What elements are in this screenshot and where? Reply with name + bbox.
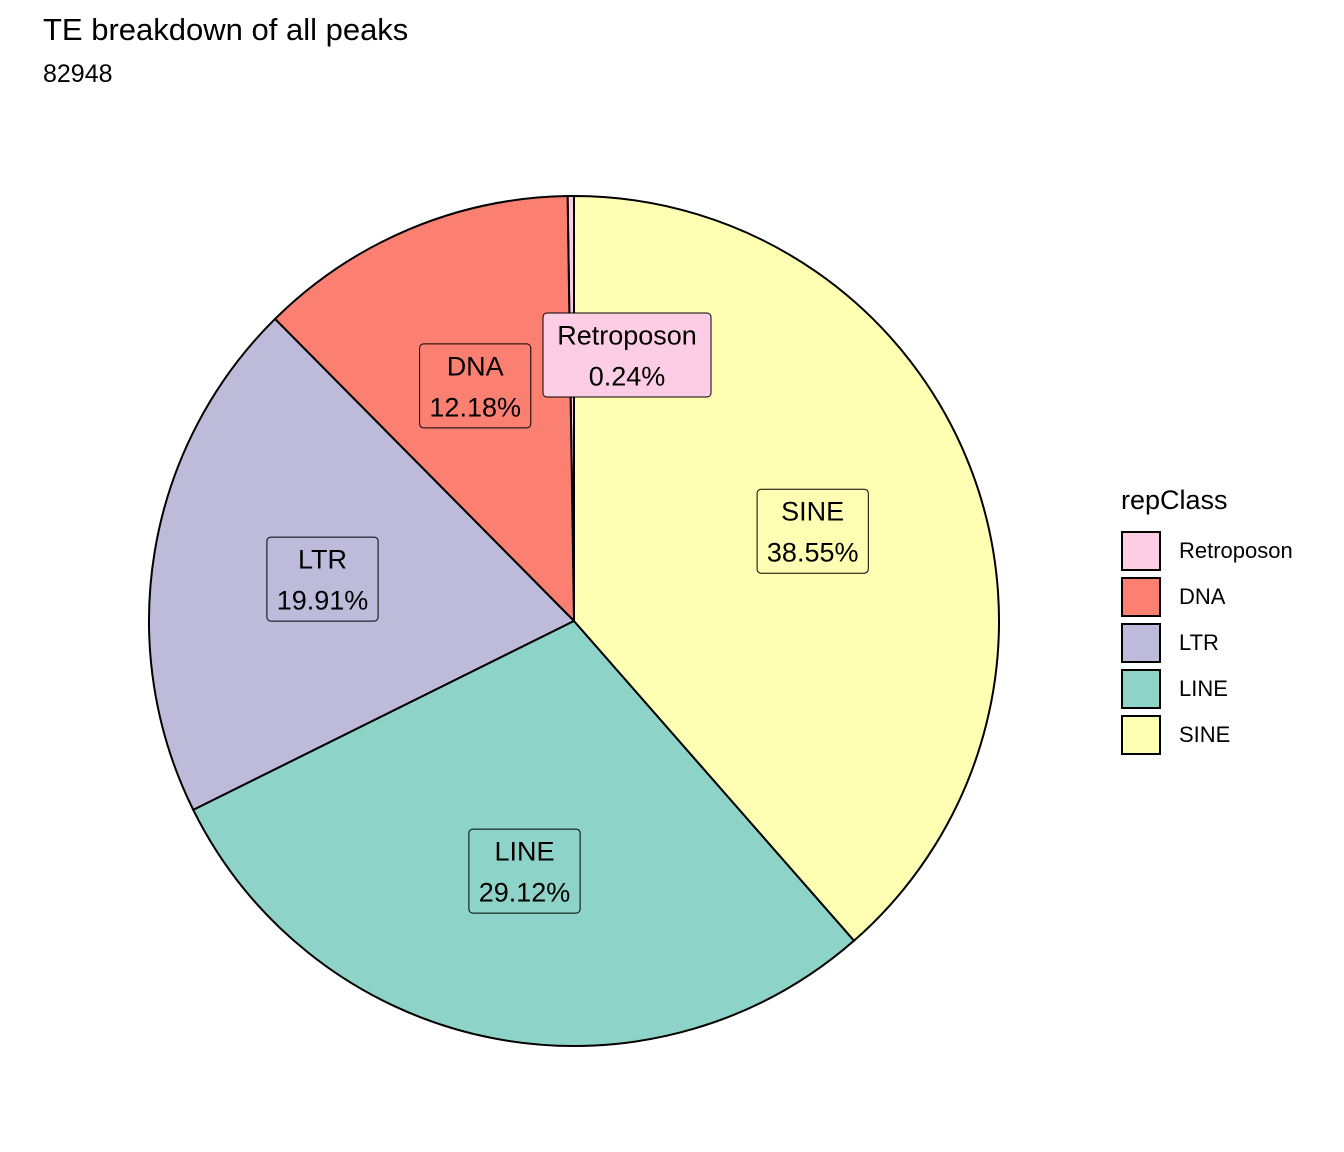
data-label-percent: 12.18% <box>429 392 521 422</box>
data-label-ltr: LTR 19.91% <box>266 536 379 622</box>
legend-label: LTR <box>1179 630 1219 655</box>
legend-swatch <box>1121 669 1161 709</box>
data-label-percent: 29.12% <box>479 878 571 908</box>
data-label-line: LINE 29.12% <box>468 828 581 914</box>
legend-item-sine: SINE <box>1121 712 1293 758</box>
legend-label: DNA <box>1179 584 1226 609</box>
data-label-percent: 0.24% <box>589 362 666 392</box>
legend-item-line: LINE <box>1121 666 1293 712</box>
data-label-box <box>756 488 869 574</box>
chart-subtitle: 82948 <box>43 60 113 88</box>
data-label-category: LTR <box>298 545 347 575</box>
pie-data-labels: Retroposon 0.24% DNA 12.18% LTR 19.91% LINE 29.… <box>266 312 869 914</box>
data-label-category: Retroposon <box>557 321 697 351</box>
legend-label: LINE <box>1179 676 1228 701</box>
data-label-category: LINE <box>494 837 554 867</box>
data-label-dna: DNA 12.18% <box>419 343 532 429</box>
legend-item-ltr: LTR <box>1121 620 1293 666</box>
legend-swatch <box>1121 531 1161 571</box>
data-label-box <box>542 312 712 398</box>
data-label-box <box>419 343 532 429</box>
legend-label: SINE <box>1179 722 1231 747</box>
legend-item-dna: DNA <box>1121 574 1293 620</box>
data-label-box <box>266 536 379 622</box>
data-label-category: DNA <box>447 351 504 381</box>
legend: repClass Retroposon DNA LTR LINE SINE <box>1121 484 1293 758</box>
legend-items: Retroposon DNA LTR LINE SINE <box>1121 528 1293 758</box>
data-label-percent: 19.91% <box>277 586 369 616</box>
data-label-sine: SINE 38.55% <box>756 488 869 574</box>
chart-title: TE breakdown of all peaks <box>43 12 409 47</box>
legend-swatch <box>1121 577 1161 617</box>
data-label-percent: 38.55% <box>767 538 859 568</box>
legend-title: repClass <box>1121 485 1228 515</box>
legend-item-retroposon: Retroposon <box>1121 528 1293 574</box>
legend-swatch <box>1121 715 1161 755</box>
legend-label: Retroposon <box>1179 538 1293 563</box>
legend-swatch <box>1121 623 1161 663</box>
data-label-retroposon: Retroposon 0.24% <box>542 312 712 398</box>
data-label-box <box>468 828 581 914</box>
data-label-category: SINE <box>781 497 844 527</box>
